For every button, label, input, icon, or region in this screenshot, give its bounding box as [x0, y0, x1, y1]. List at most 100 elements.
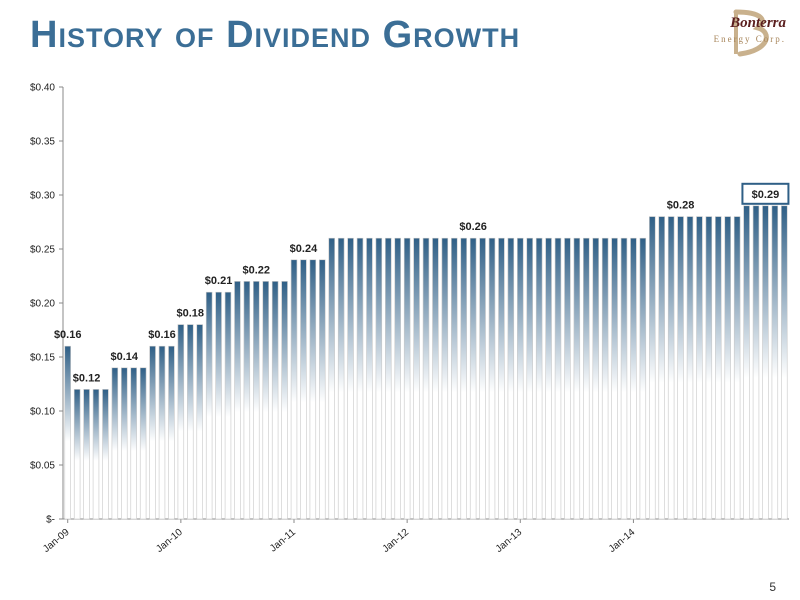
- bar: [177, 324, 185, 520]
- bar: [243, 281, 251, 520]
- bar: [158, 345, 166, 520]
- bar: [611, 237, 618, 520]
- bar: [347, 237, 354, 520]
- bar: [573, 237, 581, 520]
- x-tick-label: Jan-09: [41, 527, 72, 555]
- bar: [422, 237, 430, 520]
- data-label: $0.16: [54, 329, 82, 341]
- bar: [319, 259, 326, 520]
- y-axis: $- $0.05 $0.10 $0.15 $0.20 $0.25 $0.30 $0.35 $0.…: [30, 83, 64, 526]
- y-tick-label: $0.05: [30, 461, 55, 472]
- bar: [583, 237, 590, 520]
- data-label: $0.22: [243, 264, 271, 276]
- x-tick-label: Jan-11: [268, 527, 298, 555]
- bar: [762, 205, 769, 520]
- bar-series: [64, 205, 788, 520]
- bar: [724, 216, 731, 520]
- bar: [64, 345, 71, 520]
- bar: [507, 237, 515, 520]
- y-tick-label: $0.40: [30, 83, 55, 94]
- bar: [168, 345, 175, 520]
- bar: [781, 205, 788, 520]
- bar: [309, 259, 317, 520]
- bar: [139, 367, 147, 520]
- bar: [262, 281, 269, 520]
- data-label: $0.18: [177, 308, 205, 320]
- bar: [620, 237, 628, 520]
- bar: [488, 237, 496, 520]
- data-label: $0.21: [205, 275, 233, 287]
- company-logo: Bonterra Energy Corp.: [706, 6, 790, 58]
- y-tick-label: $0.30: [30, 191, 55, 202]
- data-label: $0.28: [667, 200, 695, 212]
- bar: [733, 216, 741, 520]
- bar: [413, 237, 420, 520]
- bar: [215, 291, 222, 520]
- data-label: $0.24: [290, 243, 318, 255]
- bar: [696, 216, 703, 520]
- bar: [545, 237, 552, 520]
- slide-title: History of Dividend Growth: [30, 14, 521, 56]
- bar: [83, 389, 90, 520]
- bar: [337, 237, 345, 520]
- bar: [111, 367, 119, 520]
- bar: [300, 259, 307, 520]
- x-tick-label: Jan-12: [381, 527, 412, 555]
- bar: [752, 205, 760, 520]
- bar: [479, 237, 486, 520]
- bar: [771, 205, 779, 520]
- data-label: $0.26: [459, 221, 487, 233]
- bar: [187, 324, 194, 520]
- bar: [130, 367, 137, 520]
- bar: [469, 237, 477, 520]
- bar: [385, 237, 392, 520]
- bar: [271, 281, 279, 520]
- bar: [705, 216, 713, 520]
- y-tick-label: $0.10: [30, 407, 55, 418]
- bar: [715, 216, 722, 520]
- bar: [592, 237, 599, 520]
- data-label: $0.29: [752, 189, 780, 201]
- highlight-box: [741, 182, 790, 205]
- page-number: 5: [769, 580, 776, 594]
- bar: [517, 237, 524, 520]
- x-axis: Jan-09 Jan-10 Jan-11 Jan-12 Jan-13 Jan-14: [41, 518, 789, 555]
- bar: [649, 216, 656, 520]
- bar: [451, 237, 458, 520]
- y-tick-label: $0.15: [30, 353, 55, 364]
- bar: [375, 237, 383, 520]
- x-tick-label: Jan-13: [494, 527, 525, 555]
- logo-subtitle: Energy Corp.: [713, 34, 786, 44]
- bar: [224, 291, 232, 520]
- bar: [554, 237, 562, 520]
- bar: [205, 291, 213, 520]
- bar: [460, 237, 467, 520]
- bar: [403, 237, 411, 520]
- x-tick-label: Jan-10: [154, 527, 185, 555]
- bar: [366, 237, 373, 520]
- bar: [601, 237, 609, 520]
- bar: [630, 237, 637, 520]
- bar: [667, 216, 675, 520]
- bar: [564, 237, 571, 520]
- data-labels: $0.16$0.12$0.14$0.16$0.18$0.21$0.22$0.24…: [54, 182, 790, 384]
- data-label: $0.16: [148, 329, 176, 341]
- data-label: $0.14: [111, 351, 139, 363]
- bar: [639, 237, 647, 520]
- bar: [394, 237, 401, 520]
- bar: [498, 237, 505, 520]
- bar: [658, 216, 665, 520]
- bar: [290, 259, 298, 520]
- bar: [535, 237, 543, 520]
- y-tick-label: $0.20: [30, 299, 55, 310]
- bar: [149, 345, 156, 520]
- logo-mark-icon: [733, 9, 769, 57]
- y-tick-label: $-: [46, 515, 55, 526]
- bar: [743, 205, 750, 520]
- y-tick-label: $0.25: [30, 245, 55, 256]
- bar: [328, 237, 335, 520]
- bar: [73, 389, 81, 520]
- bar: [677, 216, 684, 520]
- logo-wordmark: Bonterra: [730, 15, 786, 31]
